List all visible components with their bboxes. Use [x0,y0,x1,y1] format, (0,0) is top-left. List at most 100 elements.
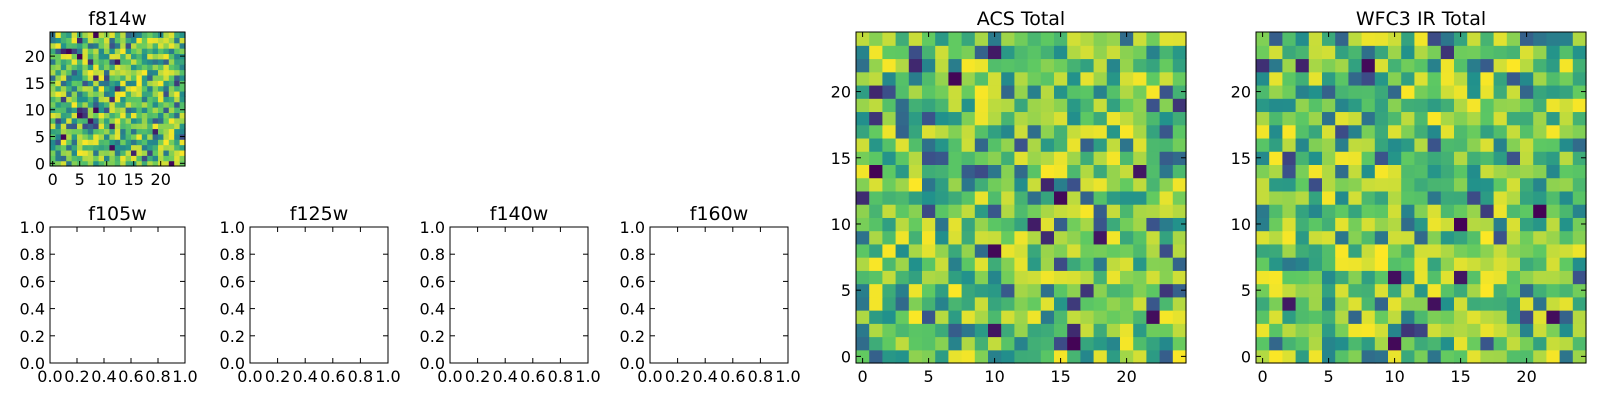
heatmap-cell [168,101,175,108]
heatmap-cell [1414,310,1429,324]
heatmap-cell [1480,177,1495,192]
heatmap-cell [1040,296,1055,311]
heatmap-cell [163,96,170,103]
heatmap-cell [1282,84,1297,99]
heatmap-cell [1295,177,1310,192]
heatmap-cell [988,84,1002,99]
heatmap-cell [1014,98,1029,113]
heatmap-cell [1335,71,1349,86]
heatmap-cell [895,296,910,311]
heatmap-cell [60,48,67,55]
heatmap-cell [1256,230,1270,245]
heatmap-cell [1014,230,1029,245]
heatmap-cell [152,149,159,156]
heatmap-cell [895,217,910,232]
heatmap-cell [174,107,181,113]
heatmap-cell [1454,270,1468,285]
heatmap-cell [174,117,181,124]
heatmap-cell [882,58,897,73]
heatmap-cell [1533,270,1547,285]
heatmap-cell [136,58,143,65]
heatmap-cell [152,64,159,71]
heatmap-cell [147,90,154,97]
heatmap-cell [71,96,78,103]
heatmap-cell [114,139,121,146]
heatmap-cell [895,257,910,271]
heatmap-cell [174,85,181,92]
heatmap-cell [974,45,989,60]
heatmap-cell [120,96,127,103]
heatmap-cell [114,37,121,44]
heatmap-cell [1414,230,1429,245]
heatmap-cell [1480,190,1495,205]
heatmap-cell [55,155,62,162]
heatmap-cell [1559,204,1574,218]
heatmap-cell [1295,217,1310,232]
heatmap-cell [1067,45,1081,60]
heatmap-cell [1440,204,1455,218]
heatmap-cell [922,177,936,192]
heatmap-cell [1559,243,1574,258]
heatmap-cell [1493,137,1508,152]
heatmap-cell [1080,84,1095,99]
heatmap-cell [50,112,56,119]
x-tick-label: 0.4 [292,367,317,386]
heatmap-cell [1106,270,1121,285]
heatmap-cell [1067,230,1081,245]
heatmap-cell [1040,32,1055,46]
heatmap-cell [109,74,116,81]
heatmap-cell [1559,111,1574,126]
heatmap-cell [882,323,897,338]
heatmap-cell [136,85,143,92]
heatmap-cell [882,270,897,285]
heatmap-cell [1572,164,1587,179]
heatmap-cell [1454,71,1468,86]
heatmap-cell [1027,84,1042,99]
heatmap-cell [1427,296,1442,311]
heatmap-cell [60,128,67,135]
heatmap-cell [109,101,116,108]
heatmap-cell [1054,71,1068,86]
heatmap-cell [131,48,137,55]
heatmap-cell [974,270,989,285]
heatmap-cell [104,64,110,71]
heatmap-cell [1440,336,1455,351]
heatmap-cell [1106,349,1121,364]
heatmap-cell [1440,177,1455,192]
heatmap-cell [1014,310,1029,324]
heatmap-cell [82,69,89,76]
heatmap-cell [109,160,116,167]
x-tick-label: 20 [1516,367,1536,386]
heatmap-cell [1106,296,1121,311]
heatmap-cell [1335,190,1349,205]
heatmap-cell [174,80,181,87]
chart-title-wfc3-ir-total: WFC3 IR Total [1356,8,1486,30]
heatmap-cell [908,124,923,139]
heatmap-cell [1374,217,1389,232]
heatmap-cell [114,96,121,103]
heatmap-cell [1440,32,1455,46]
heatmap-cell [174,144,181,151]
heatmap-cell [168,149,175,156]
heatmap-cell [77,69,83,76]
heatmap-cell [961,336,976,351]
heatmap-cell [104,133,110,140]
heatmap-cell [1080,71,1095,86]
y-tick-label: 1.0 [20,218,45,237]
heatmap-cell [1159,349,1174,364]
heatmap-cell [141,85,148,92]
heatmap-cell [908,84,923,99]
heatmap-cell [1440,310,1455,324]
heatmap-cell [55,144,62,151]
heatmap-cell [1120,204,1134,218]
heatmap-cell [895,349,910,364]
heatmap-cell [87,149,94,156]
heatmap-cell [1027,177,1042,192]
heatmap-cell [136,107,143,113]
heatmap-cell [125,69,132,76]
heatmap-cell [120,80,127,87]
heatmap-cell [988,190,1002,205]
heatmap-cell [1533,32,1547,46]
heatmap-cell [98,53,105,60]
heatmap-cell [895,323,910,338]
